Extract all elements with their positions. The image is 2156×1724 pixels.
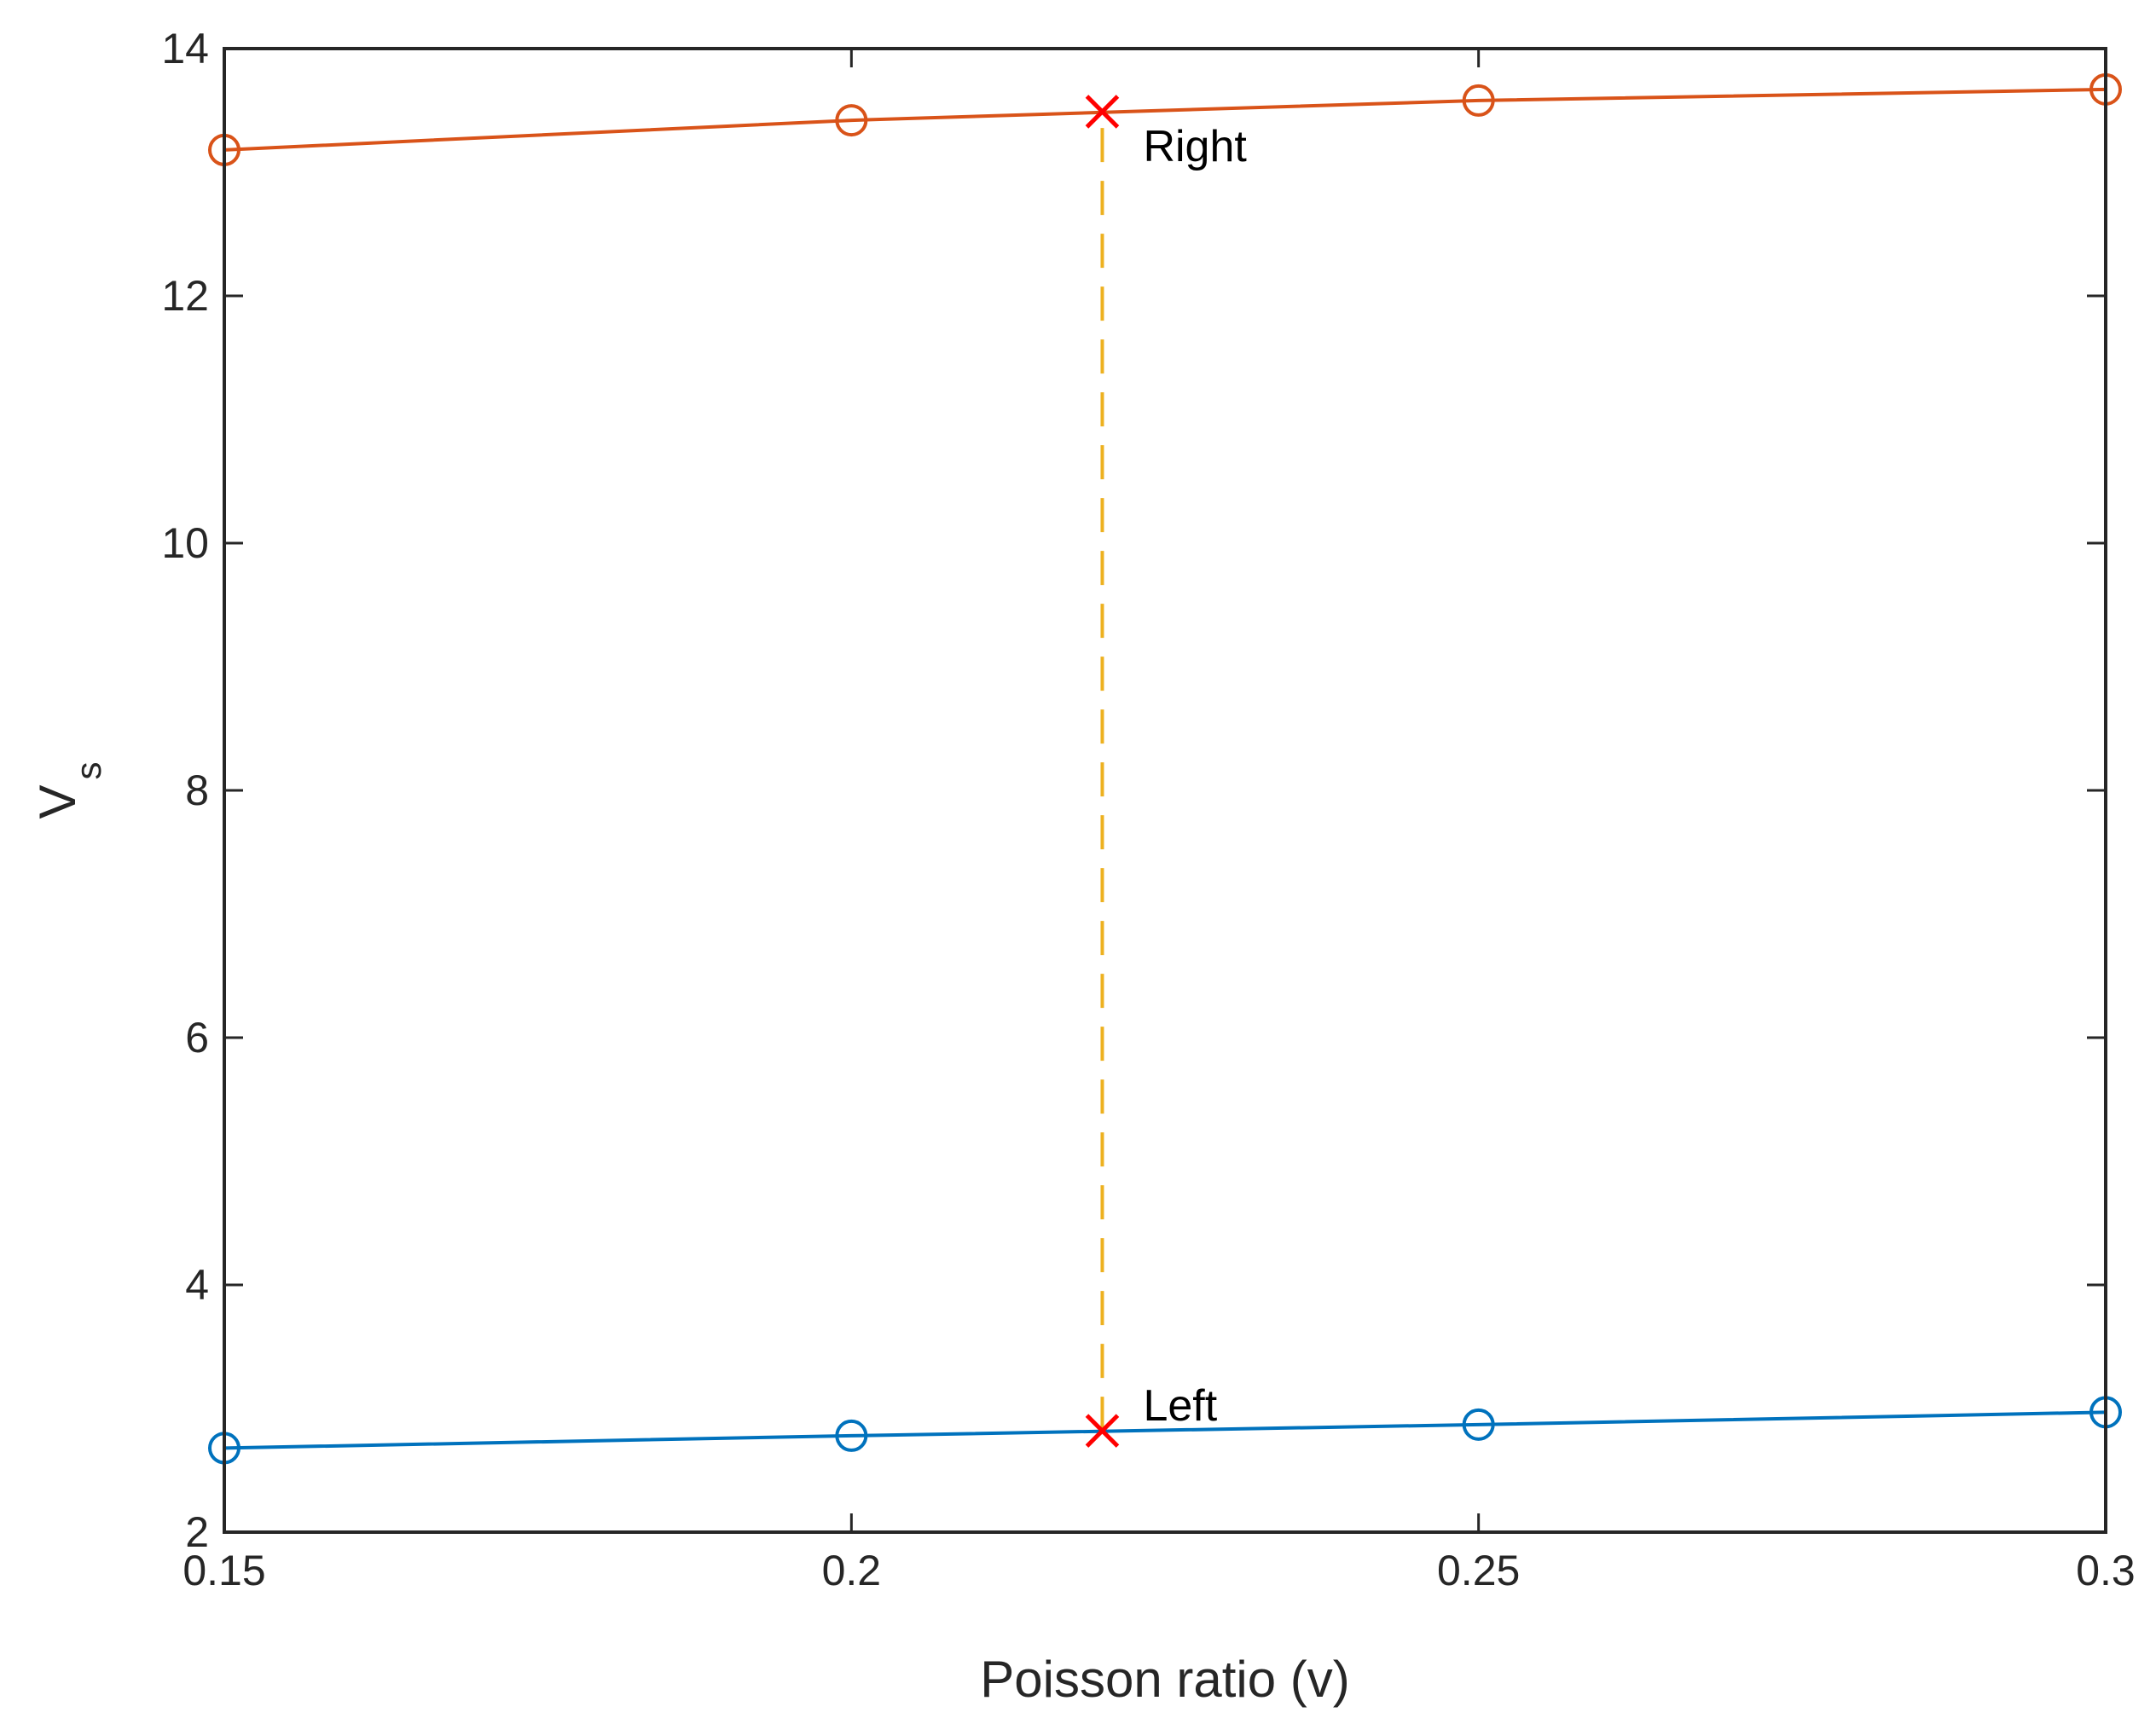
x-axis-title: Poisson ratio (v): [980, 1651, 1349, 1708]
axes-box: [223, 47, 2107, 1534]
x-tick-label: 0.15: [183, 1547, 265, 1594]
annotation-label: Right: [1143, 122, 1247, 171]
x-tick-label: 0.25: [1437, 1547, 1520, 1594]
x-marker-1: [1085, 95, 1120, 129]
tick-labels-layer: 0.15 0.2 0.25 0.3 2 4 6 8 10 12 14: [161, 25, 2135, 1594]
y-tick-label: 12: [161, 272, 209, 320]
x-marker-0: [1085, 1414, 1120, 1448]
y-tick-label: 6: [185, 1014, 209, 1062]
annotation-label: Left: [1143, 1381, 1217, 1431]
annotations-layer: Left Right: [1143, 122, 1247, 1431]
y-tick-label: 4: [185, 1261, 209, 1309]
y-tick-label: 2: [185, 1508, 209, 1556]
x-tick-label: 0.2: [822, 1547, 882, 1594]
y-tick-label: 10: [161, 519, 209, 567]
x-tick-label: 0.3: [2076, 1547, 2136, 1594]
y-axis-title-main: V: [29, 784, 86, 819]
series-line-1: [223, 87, 2107, 152]
series-point-0: [835, 1419, 868, 1452]
series-line-0: [223, 1410, 2107, 1450]
series-point-0: [1462, 1408, 1495, 1441]
y-axis-title-sub: s: [68, 761, 108, 779]
y-axis-title: Vs: [29, 761, 108, 819]
x-marker-stroke: [1085, 95, 1120, 129]
y-tick-label: 8: [185, 767, 209, 814]
series-point-1: [835, 104, 868, 137]
y-tick-label: 14: [161, 25, 209, 72]
x-marker-stroke: [1085, 1414, 1120, 1448]
series-point-1: [1462, 84, 1495, 117]
plot-area: [224, 49, 2106, 1532]
